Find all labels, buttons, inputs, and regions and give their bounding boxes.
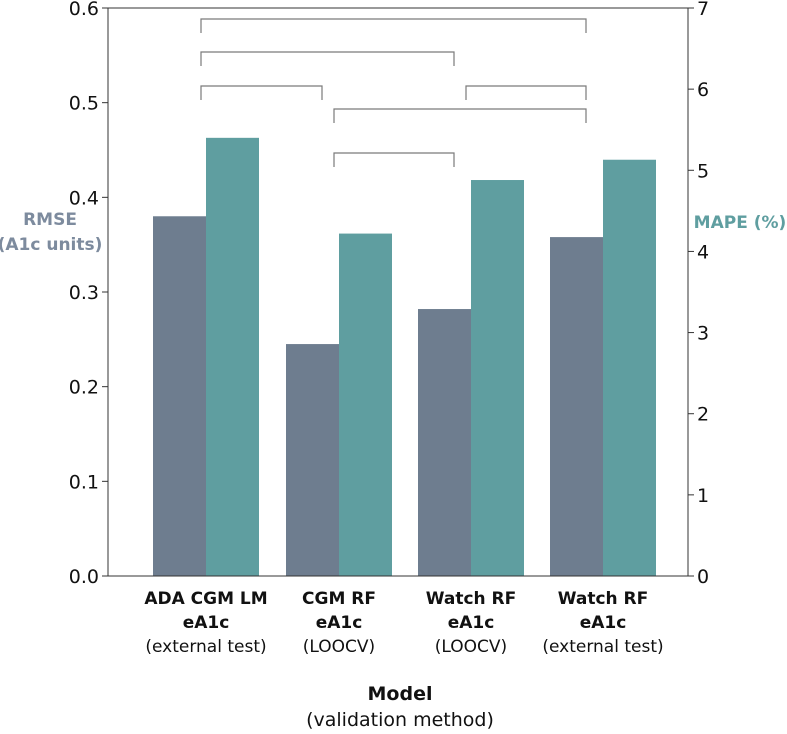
right-axis-label: MAPE (%) <box>694 213 787 233</box>
right-tick-label: 7 <box>697 0 709 20</box>
category-label-line3: (LOOCV) <box>435 637 507 657</box>
significance-bracket-2 <box>200 85 323 100</box>
right-tick-label: 0 <box>697 566 709 588</box>
bar-mape-3 <box>603 159 656 577</box>
bar-rmse-2 <box>418 309 471 576</box>
category-label-line1: Watch RF <box>426 589 517 609</box>
right-tick-label: 6 <box>697 79 709 101</box>
right-tick-label: 5 <box>697 160 709 182</box>
bar-rmse-3 <box>550 237 603 577</box>
significance-bracket-3 <box>465 85 587 100</box>
bar-mape-0 <box>206 137 259 577</box>
category-label-line1: ADA CGM LM <box>144 589 267 609</box>
category-label-line2: eA1c <box>183 613 230 633</box>
left-tick-label: 0.0 <box>69 566 99 588</box>
left-tick-label: 0.6 <box>69 0 99 20</box>
left-tick-label: 0.5 <box>69 93 99 115</box>
bar-rmse-0 <box>153 216 206 576</box>
left-tick-label: 0.4 <box>69 187 99 209</box>
left-axis-ticks: 0.0 0.1 0.2 0.3 0.4 0.5 0.6 <box>69 0 108 588</box>
bars-group <box>153 137 656 577</box>
category-label-line1: CGM RF <box>302 589 376 609</box>
right-tick-label: 1 <box>697 485 709 507</box>
category-label-line3: (LOOCV) <box>303 637 375 657</box>
category-label-line3: (external test) <box>145 637 266 657</box>
category-label-line2: eA1c <box>580 613 627 633</box>
right-axis-ticks: 0 1 2 3 4 5 6 7 <box>688 0 709 588</box>
x-axis-label: Model <box>368 683 433 705</box>
left-axis-label-line2: (A1c units) <box>0 235 102 255</box>
category-label-line2: eA1c <box>316 613 363 633</box>
left-tick-label: 0.3 <box>69 282 99 304</box>
category-label-line2: eA1c <box>448 613 495 633</box>
significance-brackets <box>200 18 587 167</box>
bar-mape-2 <box>471 180 524 576</box>
right-tick-label: 3 <box>697 323 709 345</box>
category-label-line3: (external test) <box>542 637 663 657</box>
left-axis-label-line1: RMSE <box>23 210 77 230</box>
significance-bracket-5 <box>333 152 455 167</box>
left-tick-label: 0.1 <box>69 471 99 493</box>
significance-bracket-0 <box>200 18 587 33</box>
category-label-line1: Watch RF <box>558 589 649 609</box>
significance-bracket-1 <box>200 51 455 66</box>
x-axis-label-sub: (validation method) <box>306 709 494 731</box>
left-tick-label: 0.2 <box>69 377 99 399</box>
bar-mape-1 <box>339 233 392 576</box>
significance-bracket-4 <box>333 108 587 123</box>
category-labels: ADA CGM LM eA1c (external test) CGM RF eA1c (… <box>144 589 663 657</box>
bar-rmse-1 <box>286 344 339 576</box>
right-tick-label: 2 <box>697 404 709 426</box>
right-tick-label: 4 <box>697 241 709 263</box>
